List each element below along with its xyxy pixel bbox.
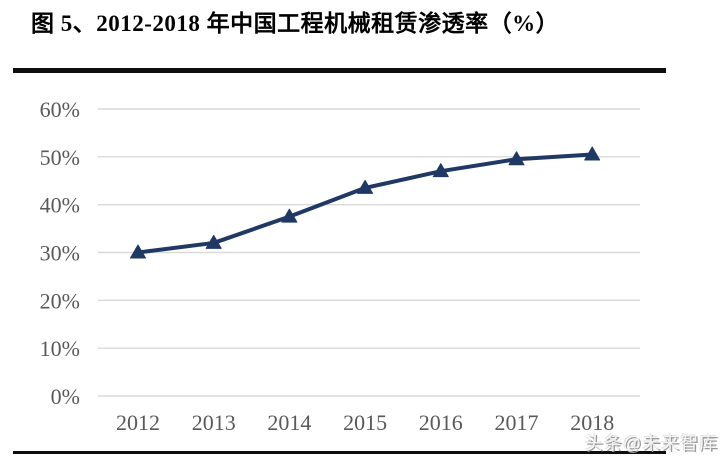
y-axis-tick-label: 0% [51, 384, 80, 409]
data-point-marker [584, 146, 601, 161]
x-axis-tick-label: 2015 [343, 410, 387, 435]
bottom-divider-rule [13, 451, 666, 454]
data-series-line [136, 152, 595, 255]
y-axis-tick-label: 50% [40, 145, 80, 170]
data-point-marker [432, 163, 449, 178]
x-axis-tick-label: 2016 [419, 410, 463, 435]
y-axis-tick-label: 60% [40, 97, 80, 122]
y-axis-tick-label: 20% [40, 288, 80, 313]
y-axis-tick-label: 40% [40, 193, 80, 218]
data-point-marker [357, 179, 374, 194]
x-axis-tick-label: 2018 [570, 410, 614, 435]
x-axis-tick-label: 2013 [192, 410, 236, 435]
y-axis-tick-label: 30% [40, 241, 80, 266]
x-axis-tick-label: 2012 [116, 410, 160, 435]
watermark-text: 头条@未来智库 [584, 433, 718, 453]
y-axis-tick-label: 10% [40, 336, 80, 361]
data-point-marker [205, 234, 222, 249]
figure-title: 图 5、2012-2018 年中国工程机械租赁渗透率（%） [31, 11, 560, 36]
data-point-marker [130, 244, 146, 259]
data-point-marker [508, 151, 525, 166]
x-axis-tick-label: 2014 [267, 410, 311, 435]
data-point-marker [281, 208, 298, 223]
top-divider-rule [13, 68, 666, 73]
x-axis-tick-label: 2017 [495, 410, 539, 435]
